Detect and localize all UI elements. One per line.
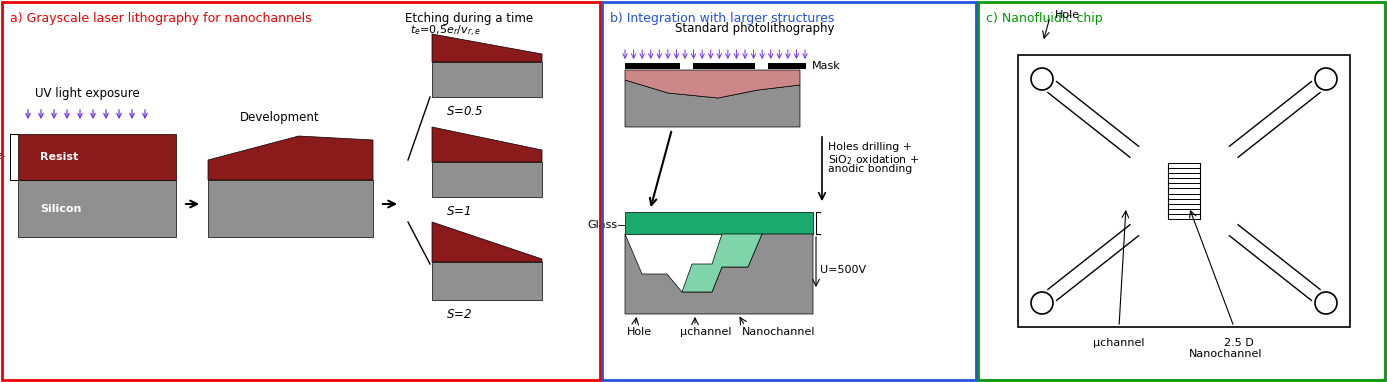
Text: $t_e$=0,5$e_r$/$v_{r,e}$: $t_e$=0,5$e_r$/$v_{r,e}$	[411, 24, 481, 39]
Text: µchannel: µchannel	[680, 327, 731, 337]
Bar	[431, 262, 542, 300]
Bar	[978, 2, 1386, 380]
Bar	[18, 134, 176, 180]
Text: Silicon: Silicon	[40, 204, 82, 214]
Bar	[208, 180, 373, 237]
Polygon shape	[626, 234, 813, 314]
Text: µchannel: µchannel	[1093, 338, 1144, 348]
Text: UV light exposure: UV light exposure	[35, 87, 140, 100]
Polygon shape	[682, 234, 761, 292]
Polygon shape	[208, 136, 373, 180]
Text: Nanochannel: Nanochannel	[1189, 349, 1262, 359]
Bar	[602, 2, 976, 380]
Text: Hole: Hole	[627, 327, 652, 337]
Text: Standard photolithography: Standard photolithography	[675, 22, 835, 35]
Bar	[1018, 55, 1350, 327]
Text: c) Nanofluidic chip: c) Nanofluidic chip	[986, 12, 1103, 25]
Polygon shape	[626, 80, 800, 127]
Text: Etching during a time: Etching during a time	[405, 12, 533, 25]
Text: $S$=1: $S$=1	[447, 205, 472, 218]
Bar	[431, 162, 542, 197]
Polygon shape	[626, 70, 800, 98]
Text: Resist: Resist	[40, 152, 78, 162]
Bar	[694, 63, 755, 69]
Bar	[626, 212, 813, 234]
Bar	[18, 180, 176, 237]
Text: Glass: Glass	[587, 220, 617, 230]
Bar	[768, 63, 806, 69]
Text: SiO$_2$ oxidation +: SiO$_2$ oxidation +	[828, 153, 920, 167]
Text: anodic bonding: anodic bonding	[828, 164, 913, 174]
Text: Development: Development	[240, 111, 319, 124]
Text: Hole: Hole	[1056, 10, 1080, 20]
Polygon shape	[431, 34, 542, 62]
Text: $S$=0.5: $S$=0.5	[447, 105, 483, 118]
Polygon shape	[431, 222, 542, 262]
Bar	[626, 63, 680, 69]
Text: $S$=2: $S$=2	[447, 308, 472, 321]
Text: Nanochannel: Nanochannel	[742, 327, 816, 337]
Text: b) Integration with larger structures: b) Integration with larger structures	[610, 12, 835, 25]
Text: 2.5 D: 2.5 D	[1225, 338, 1254, 348]
Text: Mask: Mask	[811, 61, 841, 71]
Polygon shape	[431, 127, 542, 162]
Text: Holes drilling +: Holes drilling +	[828, 142, 911, 152]
Text: a) Grayscale laser lithography for nanochannels: a) Grayscale laser lithography for nanoc…	[10, 12, 312, 25]
Text: $e_r$: $e_r$	[0, 151, 7, 163]
Bar	[1, 2, 601, 380]
Text: U=500V: U=500V	[820, 265, 865, 275]
Bar	[431, 62, 542, 97]
